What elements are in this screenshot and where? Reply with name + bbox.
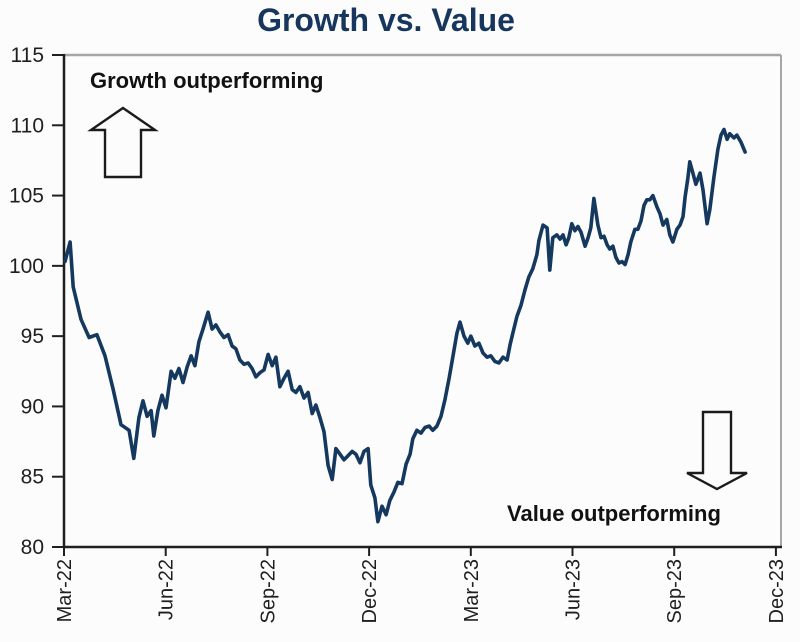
y-tick-label: 115 xyxy=(11,44,44,67)
x-axis: Mar-22 Jun-22 Sep-22 Dec-22 Mar-23 Jun-23 Sep-… xyxy=(54,547,788,624)
y-axis: 80 85 90 95 100 105 110 115 xyxy=(9,44,64,559)
x-tick-label: Dec-22 xyxy=(359,559,381,623)
y-tick-label: 110 xyxy=(11,114,44,137)
data-series-line xyxy=(63,127,747,524)
chart-title: Growth vs. Value xyxy=(257,2,515,38)
y-tick-label: 85 xyxy=(21,466,44,489)
y-tick-label: 105 xyxy=(9,185,44,208)
x-tick-label: Jun-22 xyxy=(156,559,178,620)
y-tick-label: 80 xyxy=(21,536,44,559)
y-tick-label: 100 xyxy=(9,255,44,278)
x-tick-label: Sep-22 xyxy=(257,559,279,624)
down-arrow-icon xyxy=(686,410,748,491)
x-tick-label: Dec-23 xyxy=(766,559,788,623)
x-tick-label: Mar-23 xyxy=(461,559,483,622)
x-tick-label: Sep-23 xyxy=(664,559,686,624)
x-tick-label: Jun-23 xyxy=(563,559,585,620)
value-outperforming-label: Value outperforming xyxy=(507,501,721,526)
y-tick-label: 95 xyxy=(21,325,44,348)
y-tick-label: 90 xyxy=(21,395,44,418)
up-arrow-icon xyxy=(87,106,159,179)
x-tick-label: Mar-22 xyxy=(54,559,76,622)
growth-outperforming-label: Growth outperforming xyxy=(90,68,324,93)
